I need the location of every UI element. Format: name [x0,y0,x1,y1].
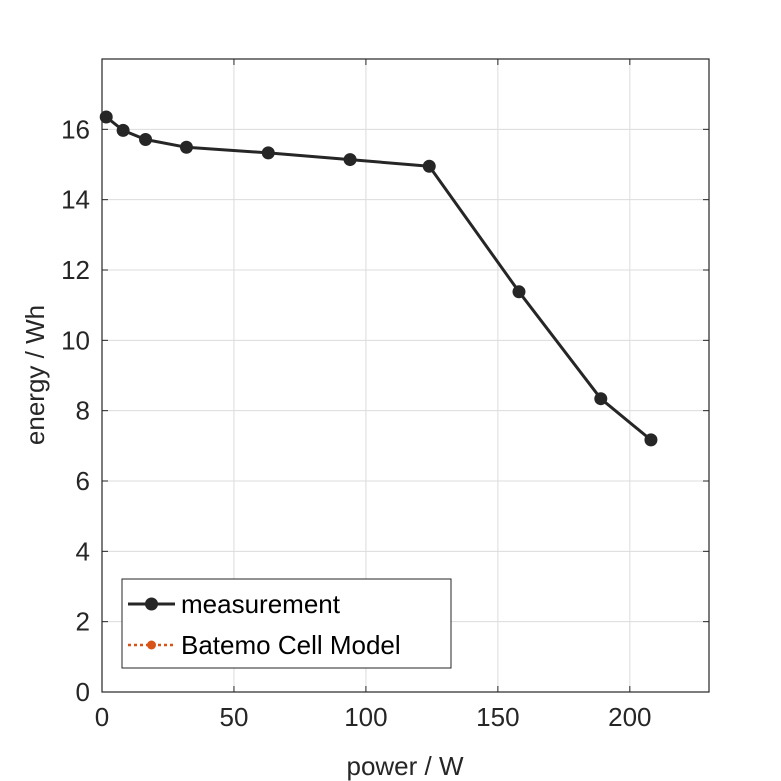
y-axis-label: energy / Wh [20,305,50,445]
data-point [116,123,130,137]
legend: measurement Batemo Cell Model [121,578,452,669]
plot-frame [101,58,710,693]
y-tick-label: 16 [61,114,90,144]
y-tick-label: 10 [61,325,90,355]
data-point [644,433,658,447]
y-tick-label: 4 [76,536,90,566]
legend-label-1: Batemo Cell Model [181,630,401,660]
legend-marker-1 [147,640,156,650]
x-tick-label: 200 [608,702,651,732]
y-tick-label: 0 [76,677,90,707]
y-tick-label: 6 [76,466,90,496]
series-line-0 [105,115,652,442]
legend-marker-0 [145,597,158,611]
data-point [343,153,357,167]
legend-items: measurement Batemo Cell Model [128,589,401,660]
axis-ticks [101,59,709,693]
tick-labels: 0 50 100 150 200 0 2 4 6 8 10 12 14 16 [61,114,651,732]
data-point [594,392,608,406]
legend-label-0: measurement [181,589,341,619]
data-point [512,285,526,299]
data-point [99,110,113,124]
x-tick-label: 100 [344,702,387,732]
data-point [261,146,275,160]
y-tick-label: 14 [61,185,90,215]
y-tick-label: 2 [76,607,90,637]
x-axis-label: power / W [346,751,463,781]
x-tick-label: 150 [476,702,519,732]
y-tick-label: 12 [61,255,90,285]
data-point [422,159,436,173]
data-series [99,110,658,447]
data-point [179,140,193,154]
x-tick-label: 0 [95,702,109,732]
legend-box [121,578,452,669]
x-tick-label: 50 [219,702,248,732]
data-point [139,133,153,147]
y-tick-label: 8 [76,396,90,426]
